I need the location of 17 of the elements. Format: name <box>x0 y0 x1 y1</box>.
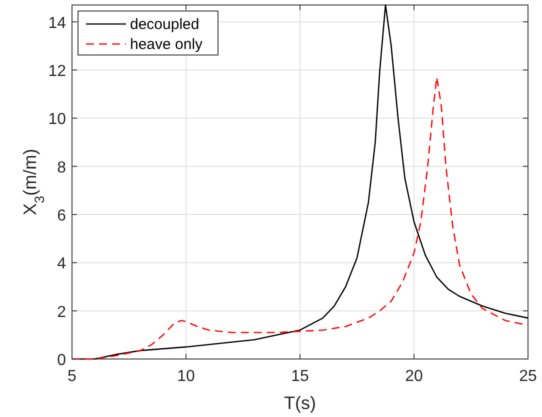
y-tick-label: 14 <box>48 14 66 32</box>
x-tick-label: 25 <box>519 368 537 385</box>
x-tick-label: 5 <box>68 368 77 385</box>
legend-label: heave only <box>130 36 204 53</box>
y-tick-label: 8 <box>57 159 66 176</box>
legend-label: decoupled <box>130 16 200 33</box>
y-tick-label: 0 <box>57 352 66 369</box>
y-tick-label: 12 <box>48 63 66 80</box>
y-tick-label: 4 <box>57 256 66 273</box>
y-tick-label: 10 <box>48 111 66 128</box>
x-axis-title: T(s) <box>284 393 316 413</box>
x-tick-label: 20 <box>405 368 423 385</box>
x-tick-label: 10 <box>177 368 195 385</box>
y-tick-label: 2 <box>57 304 66 321</box>
x-tick-label: 15 <box>291 368 309 385</box>
y-tick-label: 6 <box>57 208 66 225</box>
line-series <box>71 4 529 360</box>
